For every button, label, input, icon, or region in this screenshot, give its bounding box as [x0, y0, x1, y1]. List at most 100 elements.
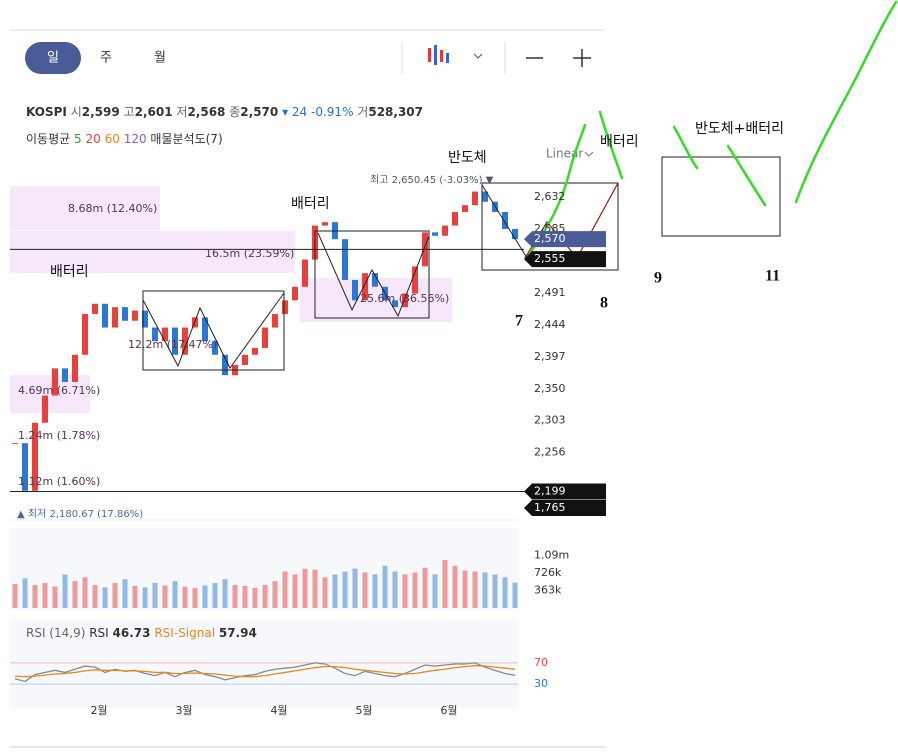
text-part: 2,568 — [187, 105, 225, 119]
candle — [142, 310, 148, 328]
candle — [402, 293, 408, 308]
volume-bar — [172, 581, 178, 608]
volume-bar — [52, 586, 58, 608]
text-part: 120 — [124, 132, 147, 146]
annotation: 8 — [600, 295, 608, 312]
text-part: 2,601 — [135, 105, 173, 119]
quote-header: KOSPI 시2,599 고2,601 저2,568 종2,570 ▾ 24 -… — [26, 105, 423, 119]
profile-label: 4.69m (6.71%) — [18, 384, 100, 397]
tab[interactable]: 일 — [47, 51, 59, 66]
candle — [442, 225, 448, 236]
volume-bar — [222, 579, 228, 608]
y-tick-label: 2,303 — [534, 414, 566, 427]
candle — [282, 300, 288, 314]
candle — [352, 279, 358, 301]
text-part: RSI (14,9) — [26, 626, 85, 640]
tab[interactable]: 월 — [154, 51, 166, 66]
price-tag — [524, 251, 606, 268]
candle — [82, 313, 88, 355]
text-part: 고 — [124, 105, 135, 119]
volume-bar — [332, 574, 338, 608]
candle — [482, 191, 488, 202]
volume-bar — [232, 584, 238, 608]
pattern-boxes — [142, 156, 781, 371]
volume-bar — [272, 581, 278, 608]
price-tag-label: 2,570 — [534, 232, 566, 245]
y-tick-label: 363k — [534, 584, 562, 597]
candle — [292, 286, 298, 301]
profile-label: 1.12m (1.60%) — [18, 475, 100, 488]
volume-bar — [452, 565, 458, 608]
text-part: 20 — [85, 132, 100, 146]
text-part: 528,307 — [368, 105, 423, 119]
candle — [372, 273, 378, 287]
volume-bar — [442, 560, 448, 608]
tab-selected-bg[interactable] — [25, 42, 81, 74]
volume-bar — [282, 571, 288, 608]
volume-bar — [202, 585, 208, 608]
volume-bar — [62, 574, 68, 608]
text-part: 57.94 — [219, 626, 257, 640]
text-part: 저 — [176, 105, 187, 119]
candle — [52, 368, 58, 396]
volume-bar — [142, 587, 148, 608]
annotation: 11 — [765, 268, 780, 285]
candle — [302, 259, 308, 287]
candle — [182, 327, 188, 355]
volume-bar — [482, 572, 488, 608]
y-tick-label: 2,256 — [534, 446, 566, 459]
profile-label: 1.24m (1.78%) — [18, 429, 100, 442]
annotation: 7 — [515, 313, 523, 330]
volume-bar — [92, 584, 98, 608]
candle — [322, 222, 328, 226]
price-tag — [524, 500, 606, 516]
y-tick-label: 2,444 — [534, 318, 566, 331]
candle — [62, 368, 68, 382]
text-part: RSI-Signal — [154, 626, 215, 640]
candle — [32, 422, 38, 491]
price-tag-label: 2,555 — [534, 252, 566, 265]
candle — [92, 303, 98, 314]
profile-label: 12.2m (17.47%) — [128, 338, 217, 351]
annotation: 9 — [654, 270, 662, 287]
candle — [252, 347, 258, 355]
volume-bar — [82, 577, 88, 608]
ma-legend: 이동평균 5 20 60 120 매물분석도(7) — [26, 132, 223, 146]
volume-bar — [312, 569, 318, 608]
volume-bar — [12, 584, 18, 608]
text-part: KOSPI — [26, 105, 67, 119]
zoom-in[interactable] — [573, 49, 591, 67]
y-tick-label: 30 — [534, 677, 548, 690]
volume-bar — [162, 585, 168, 608]
text-part: 2,599 — [82, 105, 120, 119]
scale-dropdown[interactable] — [584, 151, 594, 157]
volume-bar — [462, 570, 468, 608]
y-tick-label: 726k — [534, 566, 562, 579]
volume-bar — [242, 585, 248, 608]
volume-bar — [322, 577, 328, 608]
text-part: 매물분석도(7) — [150, 132, 222, 146]
volume-bar — [192, 587, 198, 608]
y-tick-label: 2,350 — [534, 382, 566, 395]
low-note: ▲ 최저 2,180.67 (17.86%) — [17, 508, 143, 520]
candle — [342, 239, 348, 280]
candle — [112, 307, 118, 328]
candle — [512, 228, 518, 240]
volume-profile — [10, 186, 452, 413]
text-part: RSI — [89, 626, 109, 640]
candle — [22, 443, 28, 491]
volume-bar — [42, 583, 48, 608]
chart-type-icon[interactable] — [428, 45, 483, 65]
volume-bar — [132, 585, 138, 608]
text-part: 60 — [105, 132, 120, 146]
text-part: 2,570 — [240, 105, 278, 119]
volume-bar — [182, 586, 188, 608]
price-tag — [524, 483, 606, 500]
candle — [42, 395, 48, 423]
annotation: 배터리 — [600, 134, 639, 150]
volume-bar — [382, 565, 388, 608]
tab[interactable]: 주 — [100, 51, 112, 66]
text-part: ▾ 24 — [282, 105, 307, 119]
volume-bar — [432, 574, 438, 608]
candle — [72, 354, 78, 382]
